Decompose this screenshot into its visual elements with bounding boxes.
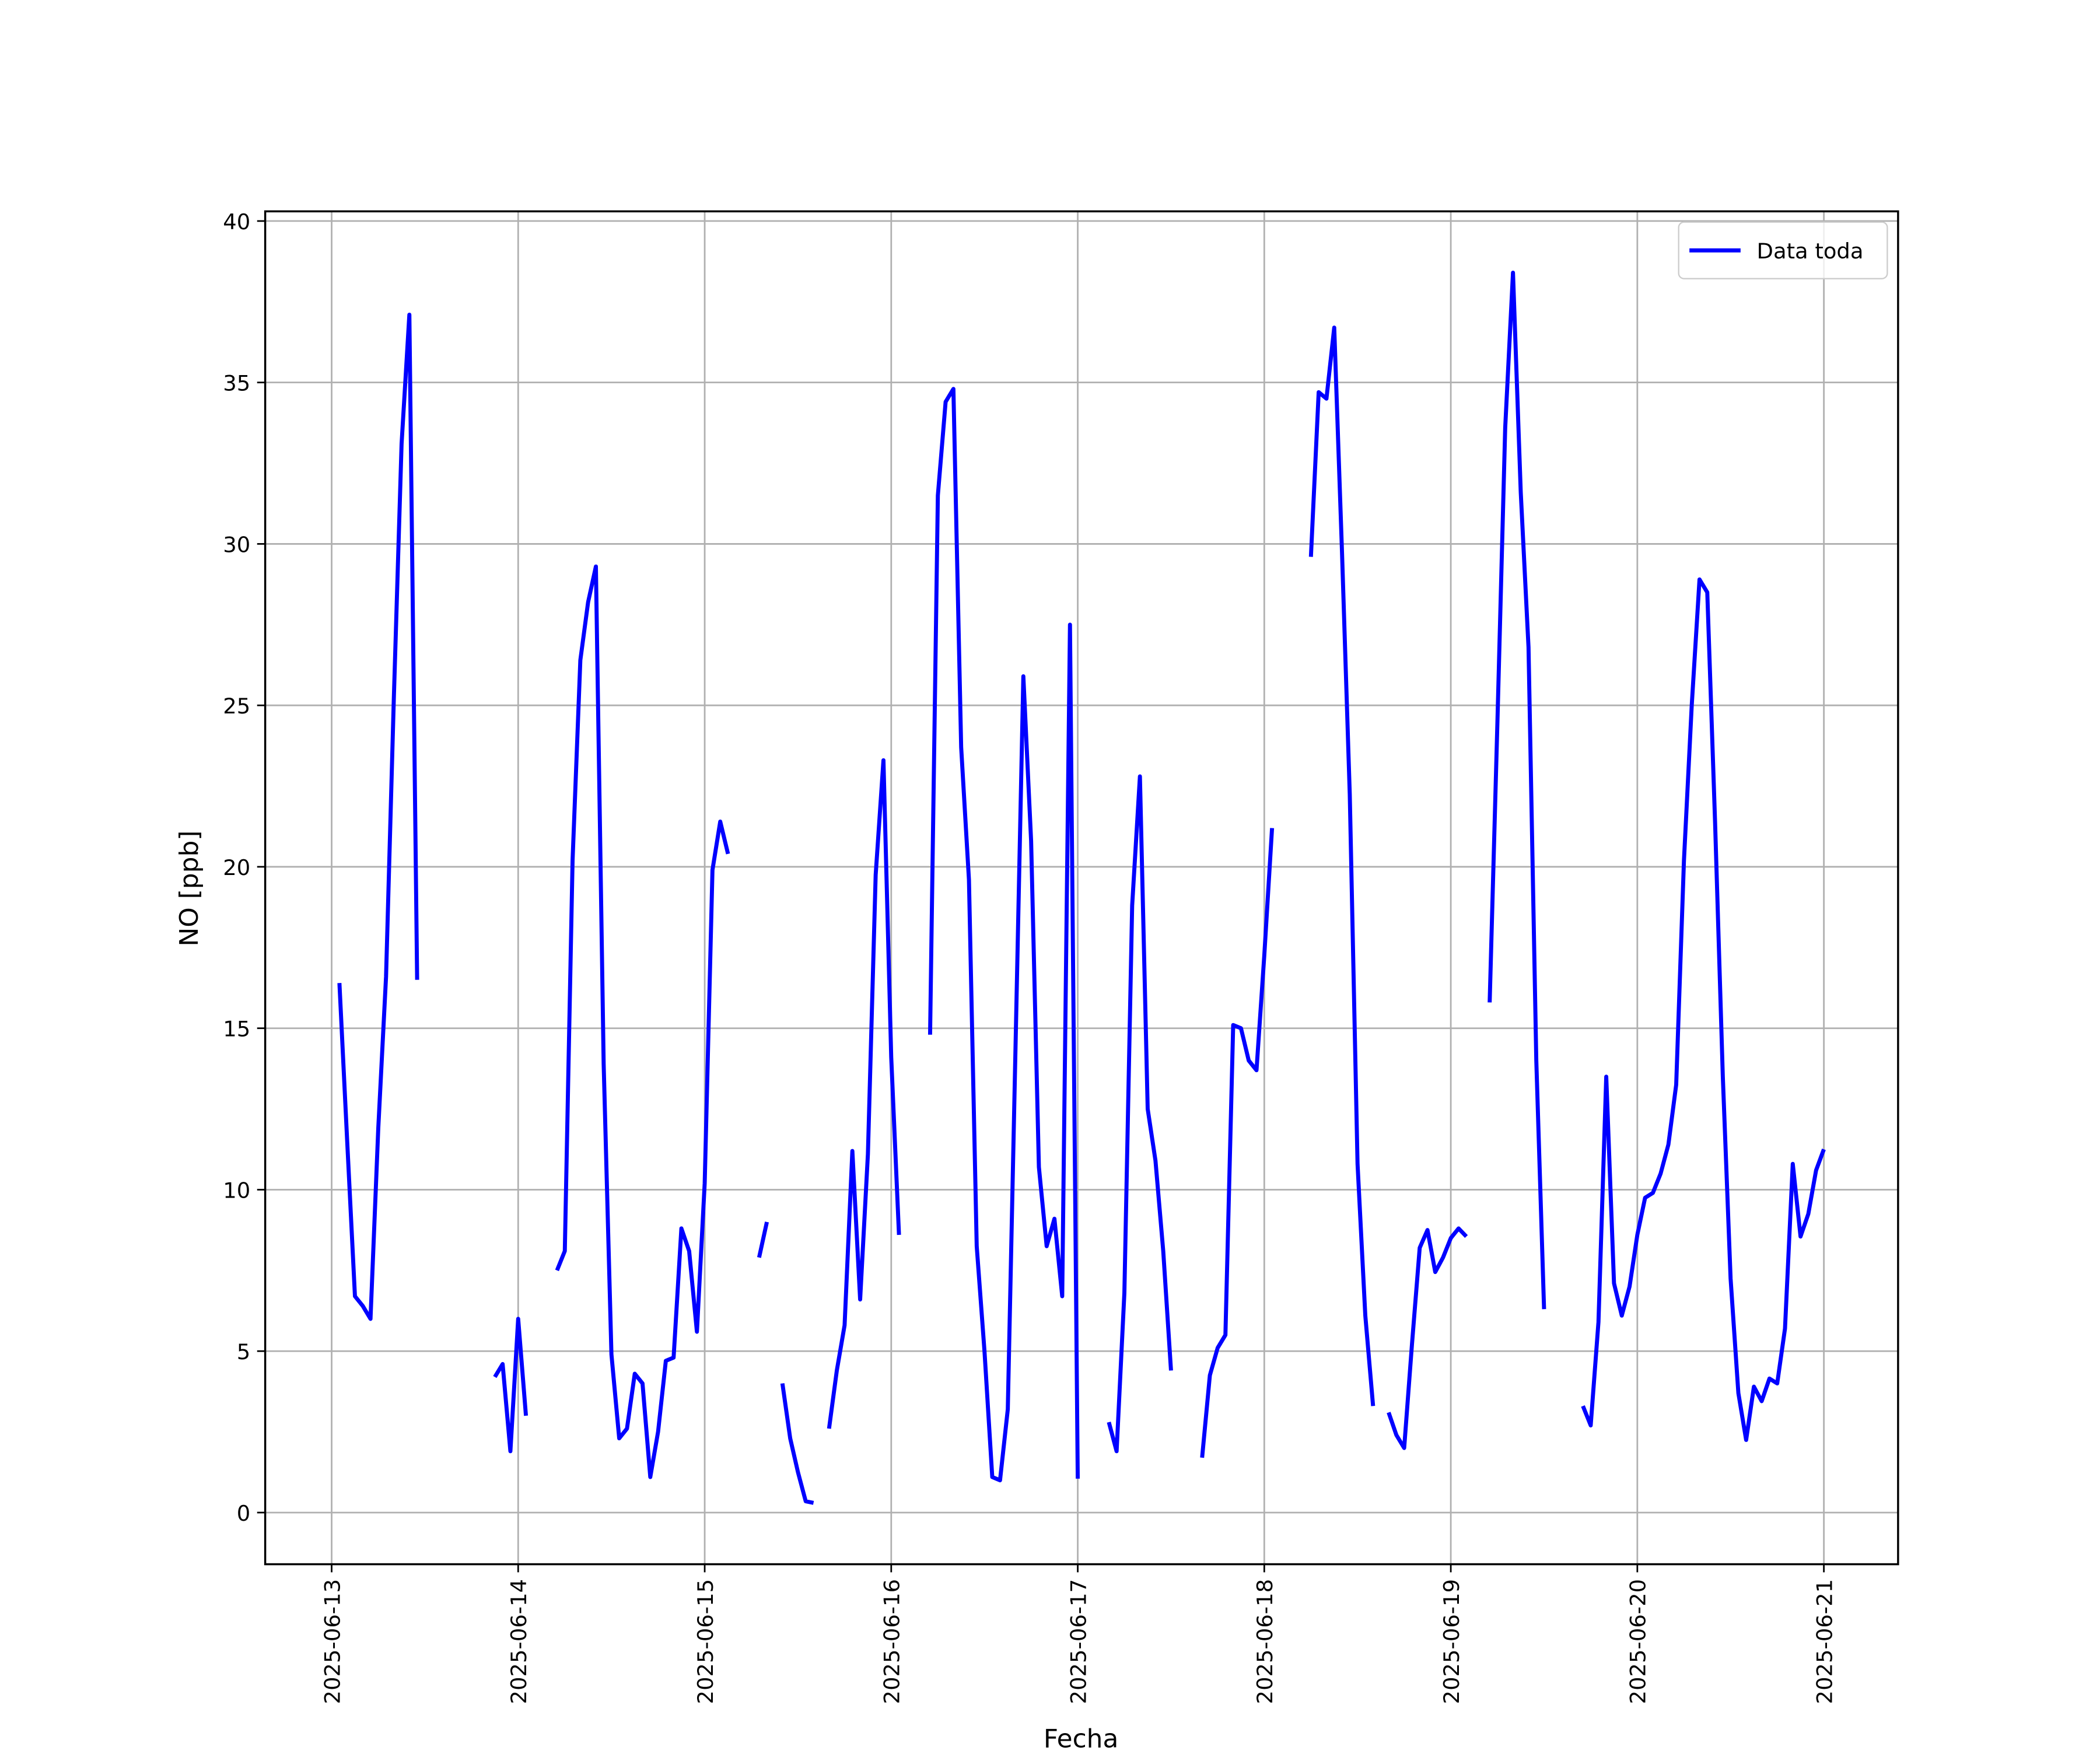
y-tick-label: 0 (237, 1501, 250, 1526)
legend-label: Data toda (1757, 239, 1864, 264)
x-tick-label: 2025-06-13 (320, 1579, 345, 1704)
y-tick-label: 5 (237, 1339, 250, 1364)
plot-frame (264, 210, 1899, 1566)
x-tick-label: 2025-06-18 (1252, 1579, 1278, 1704)
y-tick-label: 10 (223, 1178, 250, 1203)
x-tick-label: 2025-06-16 (880, 1579, 905, 1704)
x-tick-label: 2025-06-17 (1066, 1579, 1091, 1704)
y-tick-label: 30 (223, 532, 250, 557)
x-axis-label: Fecha (1044, 1724, 1119, 1750)
y-tick-label: 25 (223, 694, 250, 719)
x-tick-label: 2025-06-19 (1439, 1579, 1464, 1704)
x-tick-label: 2025-06-20 (1626, 1579, 1651, 1704)
y-axis-label: NO [ppb] (174, 831, 204, 947)
y-tick-label: 35 (223, 371, 250, 396)
y-tick-label: 20 (223, 855, 250, 880)
y-tick-label: 40 (223, 209, 250, 235)
legend-box (1678, 221, 1888, 279)
y-tick-label: 15 (223, 1017, 250, 1042)
data-line (337, 271, 1826, 1505)
x-tick-label: 2025-06-21 (1812, 1579, 1837, 1704)
x-tick-label: 2025-06-15 (693, 1579, 718, 1704)
x-tick-label: 2025-06-14 (506, 1579, 531, 1704)
